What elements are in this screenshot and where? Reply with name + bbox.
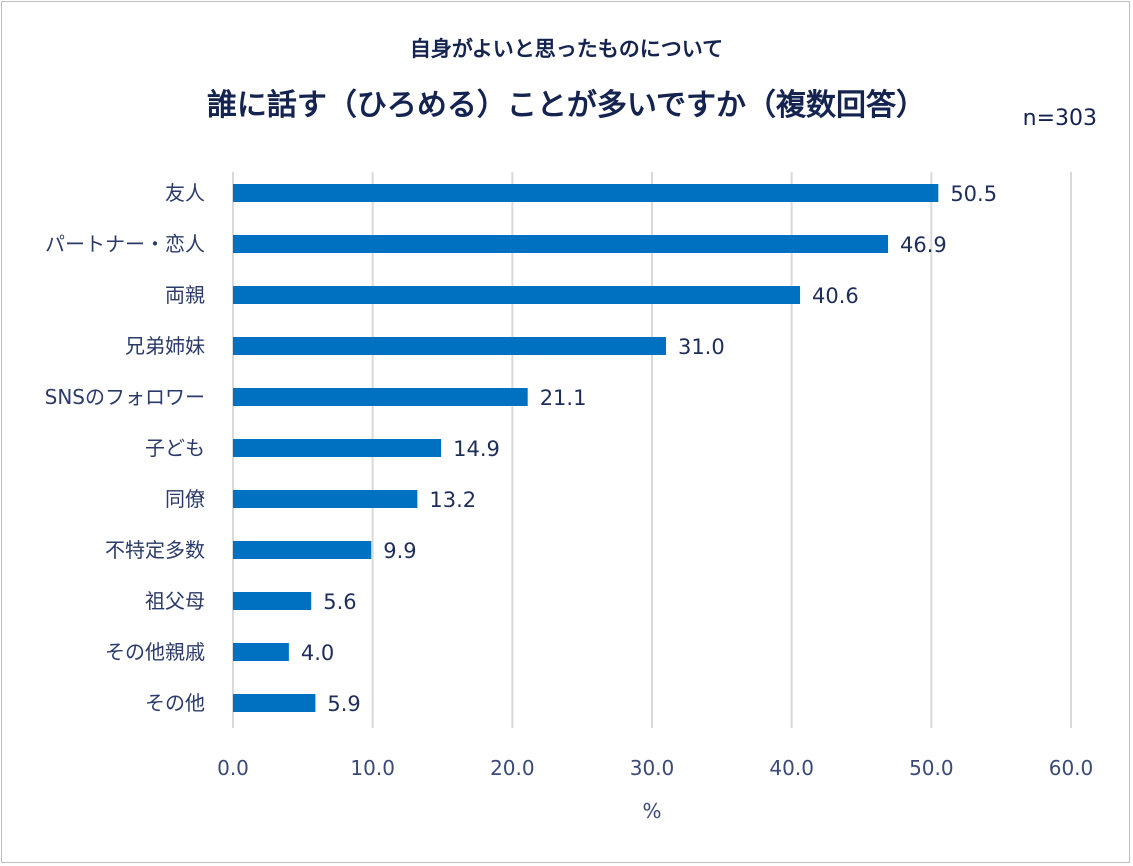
category-label: 子ども: [145, 436, 205, 460]
value-label: 50.5: [950, 182, 997, 206]
bar: [233, 286, 801, 304]
value-label: 31.0: [678, 335, 725, 359]
x-tick-label: 60.0: [1049, 756, 1094, 780]
category-label: SNSのフォロワー: [45, 385, 205, 409]
value-label: 21.1: [540, 386, 587, 410]
bar: [233, 235, 889, 253]
bar: [233, 541, 372, 559]
value-label: 14.9: [453, 437, 500, 461]
chart-title: 誰に話す（ひろめる）ことが多いですか（複数回答）: [206, 88, 927, 123]
value-label: 5.9: [327, 692, 360, 716]
x-tick-label: 10.0: [350, 756, 395, 780]
value-label: 40.6: [812, 284, 859, 308]
value-label: 9.9: [383, 539, 416, 563]
bar: [233, 592, 312, 610]
x-tick-label: 50.0: [909, 756, 954, 780]
bar: [233, 694, 316, 712]
category-label: 両親: [165, 283, 205, 307]
category-label: パートナー・恋人: [45, 232, 205, 256]
category-label: 不特定多数: [105, 538, 205, 562]
category-label: 同僚: [165, 487, 205, 511]
value-label: 4.0: [301, 641, 334, 665]
bar: [233, 337, 666, 355]
x-tick-label: 20.0: [490, 756, 535, 780]
bar: [233, 490, 418, 508]
x-tick-label: 30.0: [630, 756, 675, 780]
x-tick-label: 0.0: [217, 756, 249, 780]
bar: [233, 439, 442, 457]
category-label: 友人: [165, 181, 205, 205]
category-label: 兄弟姉妹: [125, 334, 205, 358]
x-axis-label: %: [642, 799, 661, 823]
value-label: 46.9: [900, 233, 947, 257]
bar: [233, 388, 528, 406]
value-label: 5.6: [323, 590, 356, 614]
sample-size: n=303: [1022, 106, 1097, 131]
category-label: その他: [145, 691, 205, 715]
category-label: その他親戚: [105, 640, 205, 664]
bar: [233, 643, 289, 661]
chart-subtitle: 自身がよいと思ったものについて: [409, 37, 724, 61]
x-tick-label: 40.0: [769, 756, 814, 780]
category-label: 祖父母: [145, 589, 205, 613]
value-label: 13.2: [429, 488, 476, 512]
bar: [233, 184, 939, 202]
